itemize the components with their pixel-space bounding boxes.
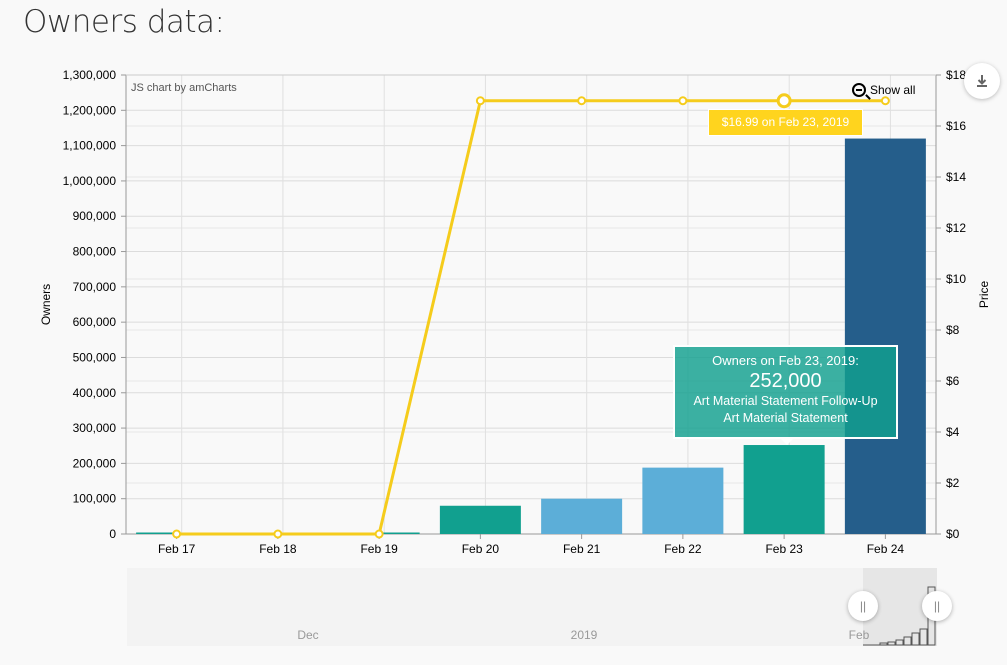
price-point xyxy=(880,96,890,106)
x-tick-label: Feb 21 xyxy=(563,542,601,556)
chart-credit[interactable]: JS chart by amCharts xyxy=(131,82,237,94)
x-tick-label: Feb 20 xyxy=(462,542,500,556)
x-tick-label: Feb 23 xyxy=(765,542,803,556)
owners-bar xyxy=(642,467,724,534)
y2-tick-label: $18 xyxy=(946,68,966,82)
y2-tick-label: $12 xyxy=(946,221,966,235)
scrollbar-mini-bar xyxy=(919,628,928,646)
y-axis-title: Owners xyxy=(39,284,53,325)
y-tick-label: 1,000,000 xyxy=(63,174,117,188)
y-tick-label: 300,000 xyxy=(73,421,117,435)
y2-tick-label: $6 xyxy=(946,374,960,388)
tooltip-header: Owners on Feb 23, 2019: xyxy=(712,353,859,368)
tooltip-value: 252,000 xyxy=(749,370,822,392)
owners-bar xyxy=(541,498,623,534)
zoom-out-icon xyxy=(852,83,866,97)
scrollbar-mini-bar xyxy=(911,632,920,646)
y2-axis-title: Price xyxy=(977,281,991,309)
tooltip-line-1: Art Material Statement Follow-Up xyxy=(693,394,878,408)
y-tick-label: 900,000 xyxy=(73,209,117,223)
show-all-button[interactable]: Show all xyxy=(852,83,915,97)
scrollbar-mini-bar xyxy=(879,642,888,646)
y2-tick-label: $14 xyxy=(946,170,966,184)
y-tick-label: 1,100,000 xyxy=(63,139,117,153)
y-tick-label: 500,000 xyxy=(73,350,117,364)
y-tick-label: 600,000 xyxy=(73,315,117,329)
y-tick-label: 1,200,000 xyxy=(63,103,117,117)
y-tick-label: 800,000 xyxy=(73,245,117,259)
scrollbar-track xyxy=(127,568,937,646)
scrollbar-start-grip[interactable]: || xyxy=(848,591,878,621)
y-tick-label: 1,300,000 xyxy=(63,68,117,82)
x-tick-label: Feb 22 xyxy=(664,542,702,556)
y-tick-label: 0 xyxy=(109,527,116,541)
price-point xyxy=(475,96,485,106)
x-tick-label: Feb 17 xyxy=(158,542,196,556)
scrollbar-label: Dec xyxy=(297,628,318,642)
page-title: Owners data: xyxy=(23,4,225,40)
price-point xyxy=(273,529,283,539)
scrollbar-label: 2019 xyxy=(571,628,598,642)
price-point xyxy=(374,529,384,539)
owners-bar xyxy=(844,138,926,535)
y-tick-label: 700,000 xyxy=(73,280,117,294)
y2-tick-label: $0 xyxy=(946,527,960,541)
y-tick-label: 100,000 xyxy=(73,492,117,506)
scrollbar-mini-bar xyxy=(887,641,896,646)
owners-tooltip: Owners on Feb 23, 2019: 252,000 Art Mate… xyxy=(673,345,898,439)
scrollbar-end-grip[interactable]: || xyxy=(922,591,952,621)
price-point xyxy=(577,96,587,106)
price-point xyxy=(172,529,182,539)
scrollbar-mini-bar xyxy=(895,639,904,646)
y2-tick-label: $16 xyxy=(946,119,966,133)
y2-tick-label: $2 xyxy=(946,476,960,490)
download-icon xyxy=(977,75,987,87)
tooltip-pointer xyxy=(779,437,795,445)
x-tick-label: Feb 19 xyxy=(360,542,398,556)
y2-tick-label: $10 xyxy=(946,272,966,286)
price-point xyxy=(776,93,792,109)
scrollbar-mini-bar xyxy=(903,636,912,646)
export-button[interactable] xyxy=(964,63,1000,99)
x-tick-label: Feb 24 xyxy=(867,542,905,556)
show-all-label: Show all xyxy=(870,83,916,97)
y2-tick-label: $8 xyxy=(946,323,960,337)
scrollbar-label: Feb xyxy=(849,628,870,642)
price-point xyxy=(678,96,688,106)
owners-bar xyxy=(439,505,521,534)
tooltip-line-2: Art Material Statement xyxy=(723,411,848,425)
price-line xyxy=(176,99,886,536)
y-tick-label: 400,000 xyxy=(73,386,117,400)
owners-bar xyxy=(743,445,825,534)
y2-tick-label: $4 xyxy=(946,425,960,439)
y-tick-label: 200,000 xyxy=(73,456,117,470)
price-tooltip: $16.99 on Feb 23, 2019 xyxy=(708,109,863,136)
x-tick-label: Feb 18 xyxy=(259,542,297,556)
